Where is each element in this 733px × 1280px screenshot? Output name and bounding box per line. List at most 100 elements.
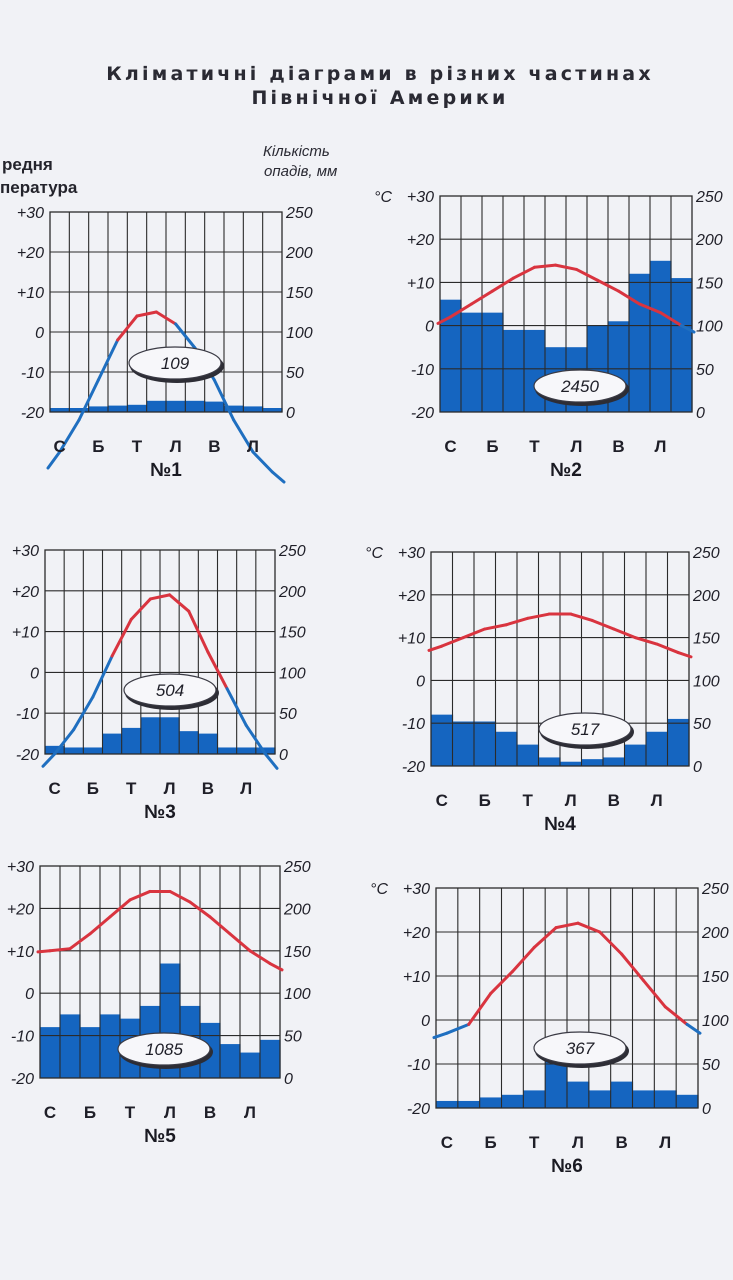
- month-label: Л: [164, 779, 176, 798]
- temperature-segment: [168, 889, 192, 904]
- temperature-tick-label: +10: [407, 275, 434, 292]
- temperature-segment: [270, 470, 286, 484]
- total-precip-badge: 367: [533, 1031, 629, 1068]
- temperature-segment: [110, 617, 133, 658]
- month-label: С: [48, 779, 60, 798]
- precip-tick-label: 200: [285, 245, 313, 262]
- temperature-tick-label: 0: [35, 325, 44, 342]
- chart-number: №1: [150, 460, 182, 481]
- temperature-segment: [663, 1005, 689, 1026]
- temperature-segment: [655, 642, 680, 655]
- precip-bar: [650, 260, 672, 412]
- precip-bar: [198, 733, 219, 754]
- precip-bar: [243, 406, 264, 412]
- temperature-segment: [638, 302, 662, 315]
- temperature-segment: [598, 930, 624, 956]
- temperature-segment: [268, 962, 284, 972]
- temperature-segment: [633, 636, 659, 646]
- temperature-segment: [449, 302, 473, 319]
- temperature-segment: [135, 310, 158, 318]
- precip-bar: [166, 400, 186, 412]
- precip-tick-label: 50: [279, 706, 297, 723]
- climate-chart-5: +30 +20 +10 0 -10 -20 250 200 150 100 50 0 С Б Т Л В Л №5 1…: [7, 859, 311, 1147]
- precip-bar: [482, 312, 504, 412]
- temperature-segment: [244, 723, 267, 756]
- total-precip-value: 504: [156, 681, 184, 700]
- precip-bar: [240, 1052, 261, 1078]
- temperature-segment: [148, 593, 172, 601]
- temperature-segment: [617, 289, 641, 306]
- temperature-segment: [427, 644, 444, 652]
- precip-bar: [461, 312, 483, 412]
- temperature-segment: [68, 932, 92, 951]
- precip-bar: [654, 1090, 677, 1108]
- precip-tick-label: 50: [284, 1029, 302, 1046]
- title-line-1: Кліматичні діаграми в різних частинах: [106, 63, 654, 85]
- temperature-segment: [46, 450, 62, 470]
- temperature-tick-label: -10: [21, 365, 44, 382]
- temperature-segment: [575, 267, 599, 282]
- temperature-unit-label: °C: [370, 881, 388, 898]
- precip-tick-label: 0: [696, 405, 705, 422]
- precip-tick-label: 100: [284, 986, 311, 1003]
- precip-bar: [567, 1081, 590, 1108]
- precip-bar: [474, 721, 497, 766]
- temperature-tick-label: -20: [16, 747, 39, 764]
- precip-tick-label: 0: [286, 405, 295, 422]
- month-label: Л: [651, 791, 663, 810]
- month-label: Б: [84, 1103, 96, 1122]
- temperature-tick-label: 0: [425, 319, 434, 336]
- temperature-segment: [154, 310, 178, 326]
- temperature-tick-label: +30: [17, 205, 44, 222]
- month-label: Б: [92, 437, 104, 456]
- total-precip-badge: 517: [538, 712, 634, 749]
- temperature-segment: [128, 889, 152, 902]
- precip-bar: [179, 731, 199, 754]
- climate-chart-3: +30 +20 +10 0 -10 -20 250 200 150 100 50 0 С Б Т Л В Л №3 5…: [12, 543, 306, 823]
- temperature-unit-label: °C: [365, 545, 383, 562]
- temperature-segment: [512, 265, 536, 280]
- temperature-tick-label: +10: [7, 944, 34, 961]
- climate-chart-1: +30 +20 +10 0 -10 -20 250 200 150 100 50 0 С Б Т Л В Л №1 1…: [17, 205, 313, 484]
- precip-bar: [108, 405, 128, 412]
- temperature-segment: [263, 752, 279, 770]
- temperature-segment: [491, 276, 515, 293]
- month-label: Л: [240, 779, 252, 798]
- precip-bar: [236, 747, 257, 754]
- temperature-segment: [445, 1022, 471, 1035]
- precip-bar: [523, 1090, 546, 1108]
- chart-number: №2: [550, 460, 582, 481]
- precip-tick-label: 250: [701, 881, 729, 898]
- temperature-segment: [470, 289, 494, 306]
- temperature-caption-line-1: редня: [2, 155, 53, 174]
- temperature-segment: [91, 654, 114, 699]
- precip-bar: [603, 757, 626, 766]
- temperature-segment: [590, 618, 616, 631]
- month-label: С: [441, 1133, 453, 1152]
- precip-bar: [88, 406, 109, 412]
- month-label: Б: [87, 779, 99, 798]
- precip-tick-label: 200: [701, 925, 729, 942]
- temperature-segment: [41, 752, 57, 768]
- precip-tick-label: 150: [693, 631, 720, 648]
- precip-tick-label: 100: [693, 673, 720, 690]
- temperature-segment: [129, 597, 152, 621]
- temperature-segment: [108, 898, 132, 919]
- precip-tick-label: 0: [279, 747, 288, 764]
- temperature-segment: [569, 612, 594, 622]
- badge-background: [128, 346, 222, 380]
- precip-tick-label: 200: [283, 901, 311, 918]
- month-label: С: [44, 1103, 56, 1122]
- total-precip-badge: 504: [123, 673, 219, 710]
- precip-bar: [436, 1100, 459, 1108]
- badge-background: [117, 1032, 211, 1066]
- month-label: Л: [571, 437, 583, 456]
- temperature-tick-label: 0: [25, 986, 34, 1003]
- precip-bar: [83, 747, 104, 754]
- total-precip-value: 2450: [560, 377, 599, 396]
- temperature-segment: [680, 324, 696, 334]
- precip-bar: [503, 329, 525, 412]
- month-label: Л: [565, 791, 577, 810]
- precip-tick-label: 0: [693, 759, 702, 776]
- month-label: Б: [479, 791, 491, 810]
